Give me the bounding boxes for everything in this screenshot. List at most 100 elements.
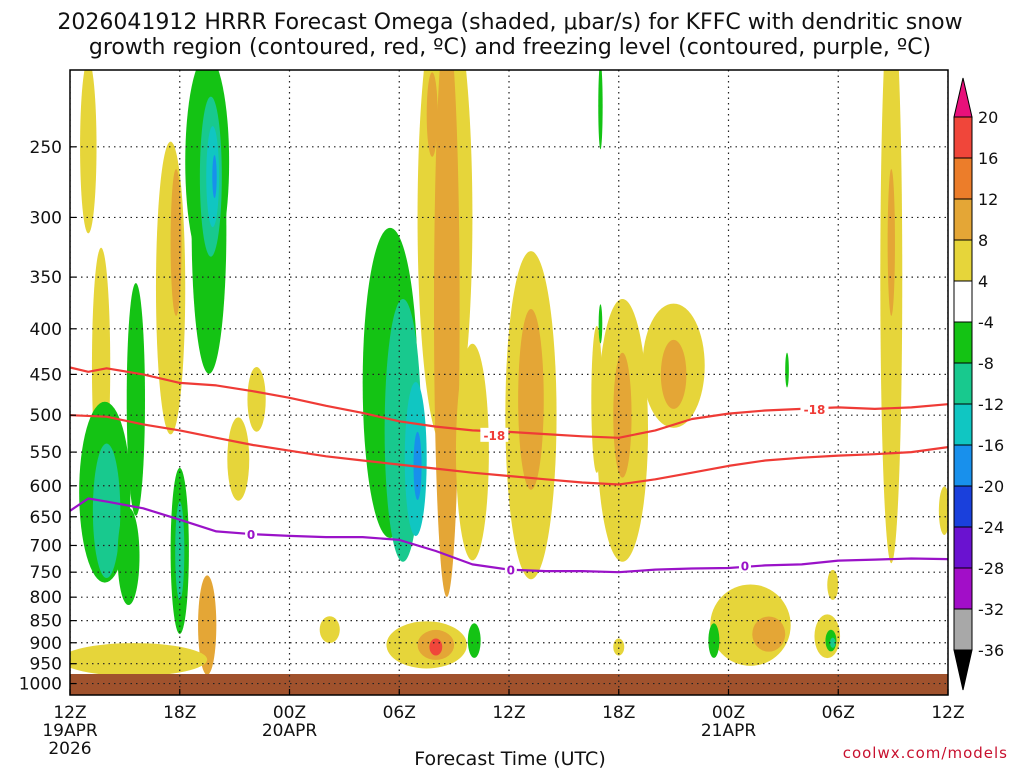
colorbar-label-2: 12 <box>978 190 998 209</box>
contour-layer: -18 -18 0 0 0 <box>70 366 948 578</box>
omega-shade-blob-52 <box>785 352 789 388</box>
omega-shading-layer <box>70 70 948 677</box>
omega-shade-blob-7 <box>170 168 182 316</box>
colorbar-label-12: -32 <box>978 600 1004 619</box>
omega-shade-blob-48 <box>887 168 895 316</box>
y-tick-label-400: 400 <box>30 320 62 340</box>
omega-shade-blob-30 <box>429 638 443 656</box>
colorbar-bin-12 <box>953 567 973 610</box>
colorbar-bin-11 <box>953 526 973 569</box>
omega-shade-blob-37 <box>660 339 687 409</box>
y-tick-label-1000: 1000 <box>19 675 62 695</box>
y-tick-label-250: 250 <box>30 138 62 158</box>
omega-shade-blob-14 <box>212 155 217 199</box>
omega-shade-blob-35 <box>613 352 632 478</box>
omega-shade-blob-45 <box>830 637 836 648</box>
colorbar-label-6: -8 <box>978 354 994 373</box>
omega-shade-blob-50 <box>598 70 603 150</box>
omega-shade-blob-6 <box>155 141 186 435</box>
y-tick-label-950: 950 <box>30 655 62 675</box>
freezing-level-contour <box>70 497 948 574</box>
colorbar-bin-9 <box>953 444 973 487</box>
colorbar-top-arrow <box>953 77 973 118</box>
x-tick-label-2: 00Z <box>273 703 306 723</box>
y-tick-label-450: 450 <box>30 365 62 385</box>
axes: 2503003504004505005506006507007508008509… <box>19 138 965 759</box>
contour-label-bg-1 <box>800 401 829 416</box>
colorbar-label-0: 20 <box>978 108 998 127</box>
x-tick-label-6: 00Z <box>712 703 745 723</box>
x-tick-date-2: 20APR <box>262 721 318 741</box>
y-tick-label-350: 350 <box>30 268 62 288</box>
colorbar-bin-13 <box>953 608 973 651</box>
colorbar-bin-10 <box>953 485 973 528</box>
omega-shade-blob-31 <box>467 623 481 658</box>
omega-shade-blob-42 <box>708 623 720 658</box>
omega-shade-blob-4 <box>126 283 145 516</box>
y-tick-label-600: 600 <box>30 477 62 497</box>
colorbar-label-13: -36 <box>978 641 1004 660</box>
colorbar-label-4: 4 <box>978 272 988 291</box>
y-tick-label-550: 550 <box>30 443 62 463</box>
contour-label-1: -18 <box>804 403 826 417</box>
omega-shade-blob-25 <box>434 70 460 597</box>
x-tick-label-5: 18Z <box>602 703 635 723</box>
colorbar-bottom-arrow <box>953 649 973 691</box>
dgz-minus18-contour <box>70 414 948 486</box>
x-tick-label-3: 06Z <box>383 703 416 723</box>
contour-label-bg-0 <box>480 427 509 442</box>
x-tick-label-4: 12Z <box>492 703 525 723</box>
omega-shade-blob-18 <box>70 643 208 677</box>
omega-shade-blob-47 <box>880 70 903 564</box>
chart-title-line2: growth region (contoured, red, ºC) and f… <box>89 35 931 60</box>
x-tick-label-8: 12Z <box>931 703 964 723</box>
colorbar-label-8: -16 <box>978 436 1004 455</box>
omega-shade-blob-33 <box>518 309 544 490</box>
credit-link[interactable]: coolwx.com/models <box>843 744 1008 762</box>
colorbar-bin-1 <box>953 116 973 159</box>
y-tick-label-900: 900 <box>30 634 62 654</box>
omega-shade-blob-9 <box>175 501 185 601</box>
colorbar-label-7: -12 <box>978 395 1004 414</box>
colorbar-bin-2 <box>953 157 973 200</box>
contour-label-0: -18 <box>484 429 506 443</box>
y-tick-label-650: 650 <box>30 508 62 528</box>
colorbar-label-11: -28 <box>978 559 1004 578</box>
omega-shade-blob-51 <box>598 304 603 344</box>
x-tick-label-1: 18Z <box>163 703 196 723</box>
omega-shade-blob-15 <box>198 575 217 675</box>
contour-label-bg-3 <box>504 562 517 577</box>
contour-label-bg-2 <box>245 527 258 542</box>
colorbar-bin-5 <box>953 280 973 323</box>
y-tick-label-800: 800 <box>30 588 62 608</box>
omega-shade-blob-0 <box>80 70 97 234</box>
contour-label-bg-4 <box>738 558 751 573</box>
x-tick-date-6: 21APR <box>701 721 757 741</box>
omega-shade-blob-49 <box>938 486 948 535</box>
x-tick-label-0: 12Z <box>53 703 86 723</box>
colorbar-label-1: 16 <box>978 149 998 168</box>
colorbar-bin-4 <box>953 239 973 282</box>
colorbar-label-9: -20 <box>978 477 1004 496</box>
colorbar-bin-7 <box>953 362 973 405</box>
omega-shade-blob-26 <box>426 72 438 157</box>
colorbar-label-3: 8 <box>978 231 988 250</box>
omega-shade-blob-19 <box>319 616 340 643</box>
omega-shade-blob-46 <box>827 569 839 600</box>
x-tick-year-0: 2026 <box>48 739 91 759</box>
x-tick-date-0: 19APR <box>42 721 98 741</box>
colorbar: 20 16 12 8 4 -4 -8 -12 -16 -20 -24 -28 -32 -36 <box>953 77 1004 691</box>
colorbar-bin-8 <box>953 403 973 446</box>
y-tick-label-700: 700 <box>30 536 62 556</box>
contour-label-4: 0 <box>741 559 749 573</box>
colorbar-label-10: -24 <box>978 518 1004 537</box>
y-tick-label-850: 850 <box>30 612 62 632</box>
omega-shade-blob-38 <box>591 325 603 473</box>
omega-shade-blob-41 <box>752 616 786 652</box>
x-tick-label-7: 06Z <box>822 703 855 723</box>
colorbar-bin-3 <box>953 198 973 241</box>
y-tick-label-300: 300 <box>30 208 62 228</box>
omega-shade-blob-5 <box>117 507 140 606</box>
chart-title-line1: 2026041912 HRRR Forecast Omega (shaded, … <box>57 10 962 35</box>
